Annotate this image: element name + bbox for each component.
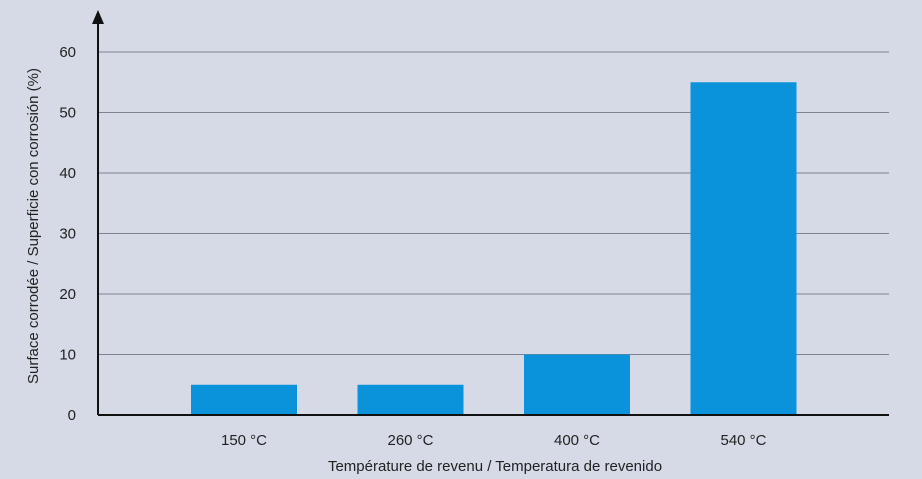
y-tick-label: 30 [59, 226, 76, 243]
x-tick-label: 150 °C [221, 432, 267, 449]
bars [191, 82, 797, 415]
y-tick-label: 60 [59, 44, 76, 61]
x-tick-label: 400 °C [554, 432, 600, 449]
bar [524, 354, 630, 415]
y-tick-label: 20 [59, 286, 76, 303]
y-tick-label: 50 [59, 105, 76, 122]
y-axis-title: Surface corrodée / Superficie con corros… [25, 68, 42, 384]
x-tick-label: 540 °C [720, 432, 766, 449]
y-axis-arrow [92, 10, 104, 24]
y-tick-label: 0 [68, 407, 76, 424]
x-tick-label: 260 °C [387, 432, 433, 449]
y-tick-label: 40 [59, 165, 76, 182]
bar [191, 384, 297, 415]
tick-labels: 0 10 20 30 40 50 60 150 °C 260 °C 400 °C 540 °C [59, 44, 766, 449]
bar [357, 384, 464, 415]
bar [690, 82, 797, 415]
x-axis-title: Température de revenu / Temperatura de r… [328, 458, 662, 475]
axes [92, 10, 889, 416]
y-tick-label: 10 [59, 347, 76, 364]
